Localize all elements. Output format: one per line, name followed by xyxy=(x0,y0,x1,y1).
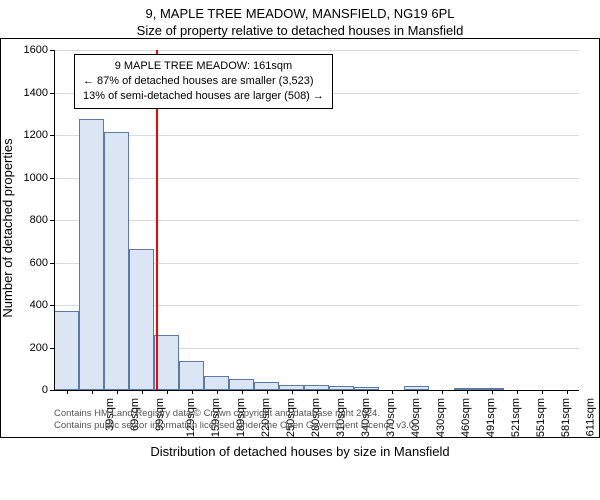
page-subtitle: Size of property relative to detached ho… xyxy=(0,23,600,38)
y-axis-label: Number of detached properties xyxy=(0,138,15,317)
annotation-line: 13% of semi-detached houses are larger (… xyxy=(83,89,324,104)
x-tick-label: 460sqm xyxy=(460,398,472,437)
page-title: 9, MAPLE TREE MEADOW, MANSFIELD, NG19 6P… xyxy=(0,6,600,21)
y-tick-label: 1600 xyxy=(4,44,48,56)
x-tick-label: 611sqm xyxy=(584,398,596,436)
footer-attribution: Contains HM Land Registry data © Crown c… xyxy=(54,408,417,432)
bar xyxy=(254,382,279,391)
x-axis-label: Distribution of detached houses by size … xyxy=(0,444,600,459)
annotation-box: 9 MAPLE TREE MEADOW: 161sqm← 87% of deta… xyxy=(74,54,333,109)
y-tick-label: 1200 xyxy=(4,129,48,141)
bar xyxy=(229,379,254,390)
bar xyxy=(54,311,79,390)
y-tick-label: 1400 xyxy=(4,87,48,99)
y-axis-line xyxy=(54,50,55,390)
footer-line-2: Contains public sector information licen… xyxy=(54,420,417,432)
plot-area: 9 MAPLE TREE MEADOW: 161sqm← 87% of deta… xyxy=(54,50,579,390)
footer-line-1: Contains HM Land Registry data © Crown c… xyxy=(54,408,417,420)
chart-container: Number of detached properties 9 MAPLE TR… xyxy=(0,38,600,438)
annotation-line: 9 MAPLE TREE MEADOW: 161sqm xyxy=(83,59,324,74)
annotation-line: ← 87% of detached houses are smaller (3,… xyxy=(83,74,324,89)
y-tick-label: 600 xyxy=(4,257,48,269)
x-axis-line xyxy=(54,390,579,391)
bar xyxy=(129,249,154,390)
x-tick-label: 521sqm xyxy=(510,398,522,437)
x-tick-label: 430sqm xyxy=(435,398,447,437)
y-tick-label: 200 xyxy=(4,342,48,354)
bar xyxy=(79,119,104,390)
bar xyxy=(179,361,204,390)
y-tick-label: 0 xyxy=(4,384,48,396)
y-tick-label: 800 xyxy=(4,214,48,226)
x-tick-label: 491sqm xyxy=(485,398,497,437)
y-tick-label: 400 xyxy=(4,299,48,311)
y-tick-label: 1000 xyxy=(4,172,48,184)
x-tick-label: 551sqm xyxy=(535,398,547,437)
x-tick-label: 581sqm xyxy=(560,398,572,437)
bar xyxy=(204,376,229,390)
bar xyxy=(104,132,129,390)
